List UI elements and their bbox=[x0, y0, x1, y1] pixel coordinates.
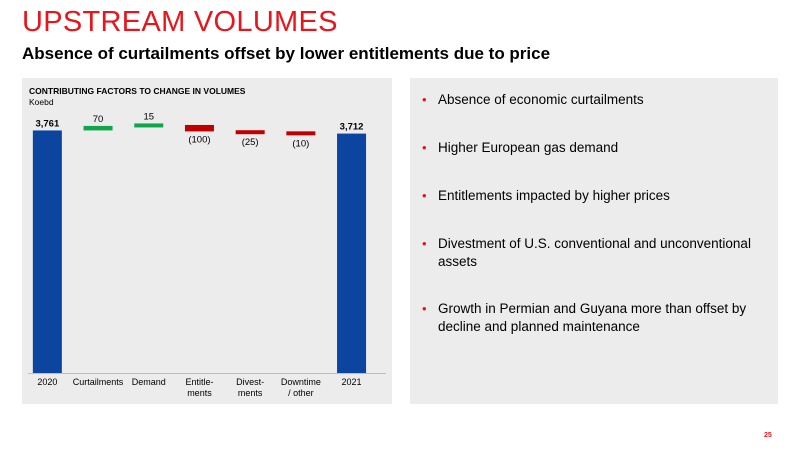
bullet-text: Growth in Permian and Guyana more than o… bbox=[438, 301, 747, 334]
bullet-item: • Absence of economic curtailments bbox=[422, 91, 772, 109]
waterfall-bar-decrease bbox=[184, 124, 214, 132]
bar-value-label: 3,761 bbox=[35, 118, 59, 129]
waterfall-chart: 3,761 2020 70 Curtailments 15 Demand (100) Enti… bbox=[28, 111, 386, 398]
waterfall-bar-decrease bbox=[235, 130, 265, 135]
waterfall-bar-total bbox=[337, 133, 367, 373]
bullet-item: • Entitlements impacted by higher prices bbox=[422, 187, 772, 205]
bullet-text: Entitlements impacted by higher prices bbox=[438, 188, 670, 203]
bullet-text: Absence of economic curtailments bbox=[438, 92, 644, 107]
bullet-dot-icon: • bbox=[422, 236, 427, 251]
bar-value-label: 70 bbox=[93, 114, 104, 125]
category-label: Downtime / other bbox=[281, 377, 321, 398]
bullet-text: Divestment of U.S. conventional and unco… bbox=[438, 236, 751, 269]
slide-title: UPSTREAM VOLUMES bbox=[22, 6, 338, 38]
category-label: 2021 bbox=[342, 377, 362, 387]
bullet-dot-icon: • bbox=[422, 140, 427, 155]
category-label: Curtailments bbox=[73, 377, 124, 387]
category-label: Entitle-ments bbox=[185, 377, 213, 398]
bar-value-label: 3,712 bbox=[340, 122, 364, 133]
waterfall-bar-increase bbox=[134, 123, 164, 128]
slide-subtitle: Absence of curtailments offset by lower … bbox=[22, 44, 551, 63]
bullet-dot-icon: • bbox=[422, 188, 427, 203]
bar-value-label: (25) bbox=[242, 137, 259, 148]
bullet-text: Higher European gas demand bbox=[438, 140, 619, 155]
bar-value-label: 15 bbox=[143, 111, 154, 122]
page-number: 25 bbox=[764, 432, 772, 439]
waterfall-bar-increase bbox=[83, 125, 113, 131]
category-label: Demand bbox=[132, 377, 166, 387]
bar-value-label: (10) bbox=[292, 138, 309, 149]
category-label: 2020 bbox=[37, 377, 57, 387]
bullets-panel: • Absence of economic curtailments • Hig… bbox=[410, 78, 778, 404]
bullet-dot-icon: • bbox=[422, 92, 427, 107]
chart-heading: CONTRIBUTING FACTORS TO CHANGE IN VOLUME… bbox=[29, 86, 246, 96]
bar-value-label: (100) bbox=[188, 134, 210, 145]
chart-panel: CONTRIBUTING FACTORS TO CHANGE IN VOLUME… bbox=[22, 78, 392, 404]
bullet-item: • Higher European gas demand bbox=[422, 139, 772, 157]
waterfall-bar-decrease bbox=[286, 131, 316, 136]
chart-unit-label: Koebd bbox=[29, 97, 54, 107]
category-label: Divest-ments bbox=[236, 377, 264, 398]
bullet-dot-icon: • bbox=[422, 301, 427, 316]
waterfall-bar-total bbox=[32, 130, 62, 373]
bullet-item: • Growth in Permian and Guyana more than… bbox=[422, 300, 772, 336]
bullet-item: • Divestment of U.S. conventional and un… bbox=[422, 235, 772, 271]
